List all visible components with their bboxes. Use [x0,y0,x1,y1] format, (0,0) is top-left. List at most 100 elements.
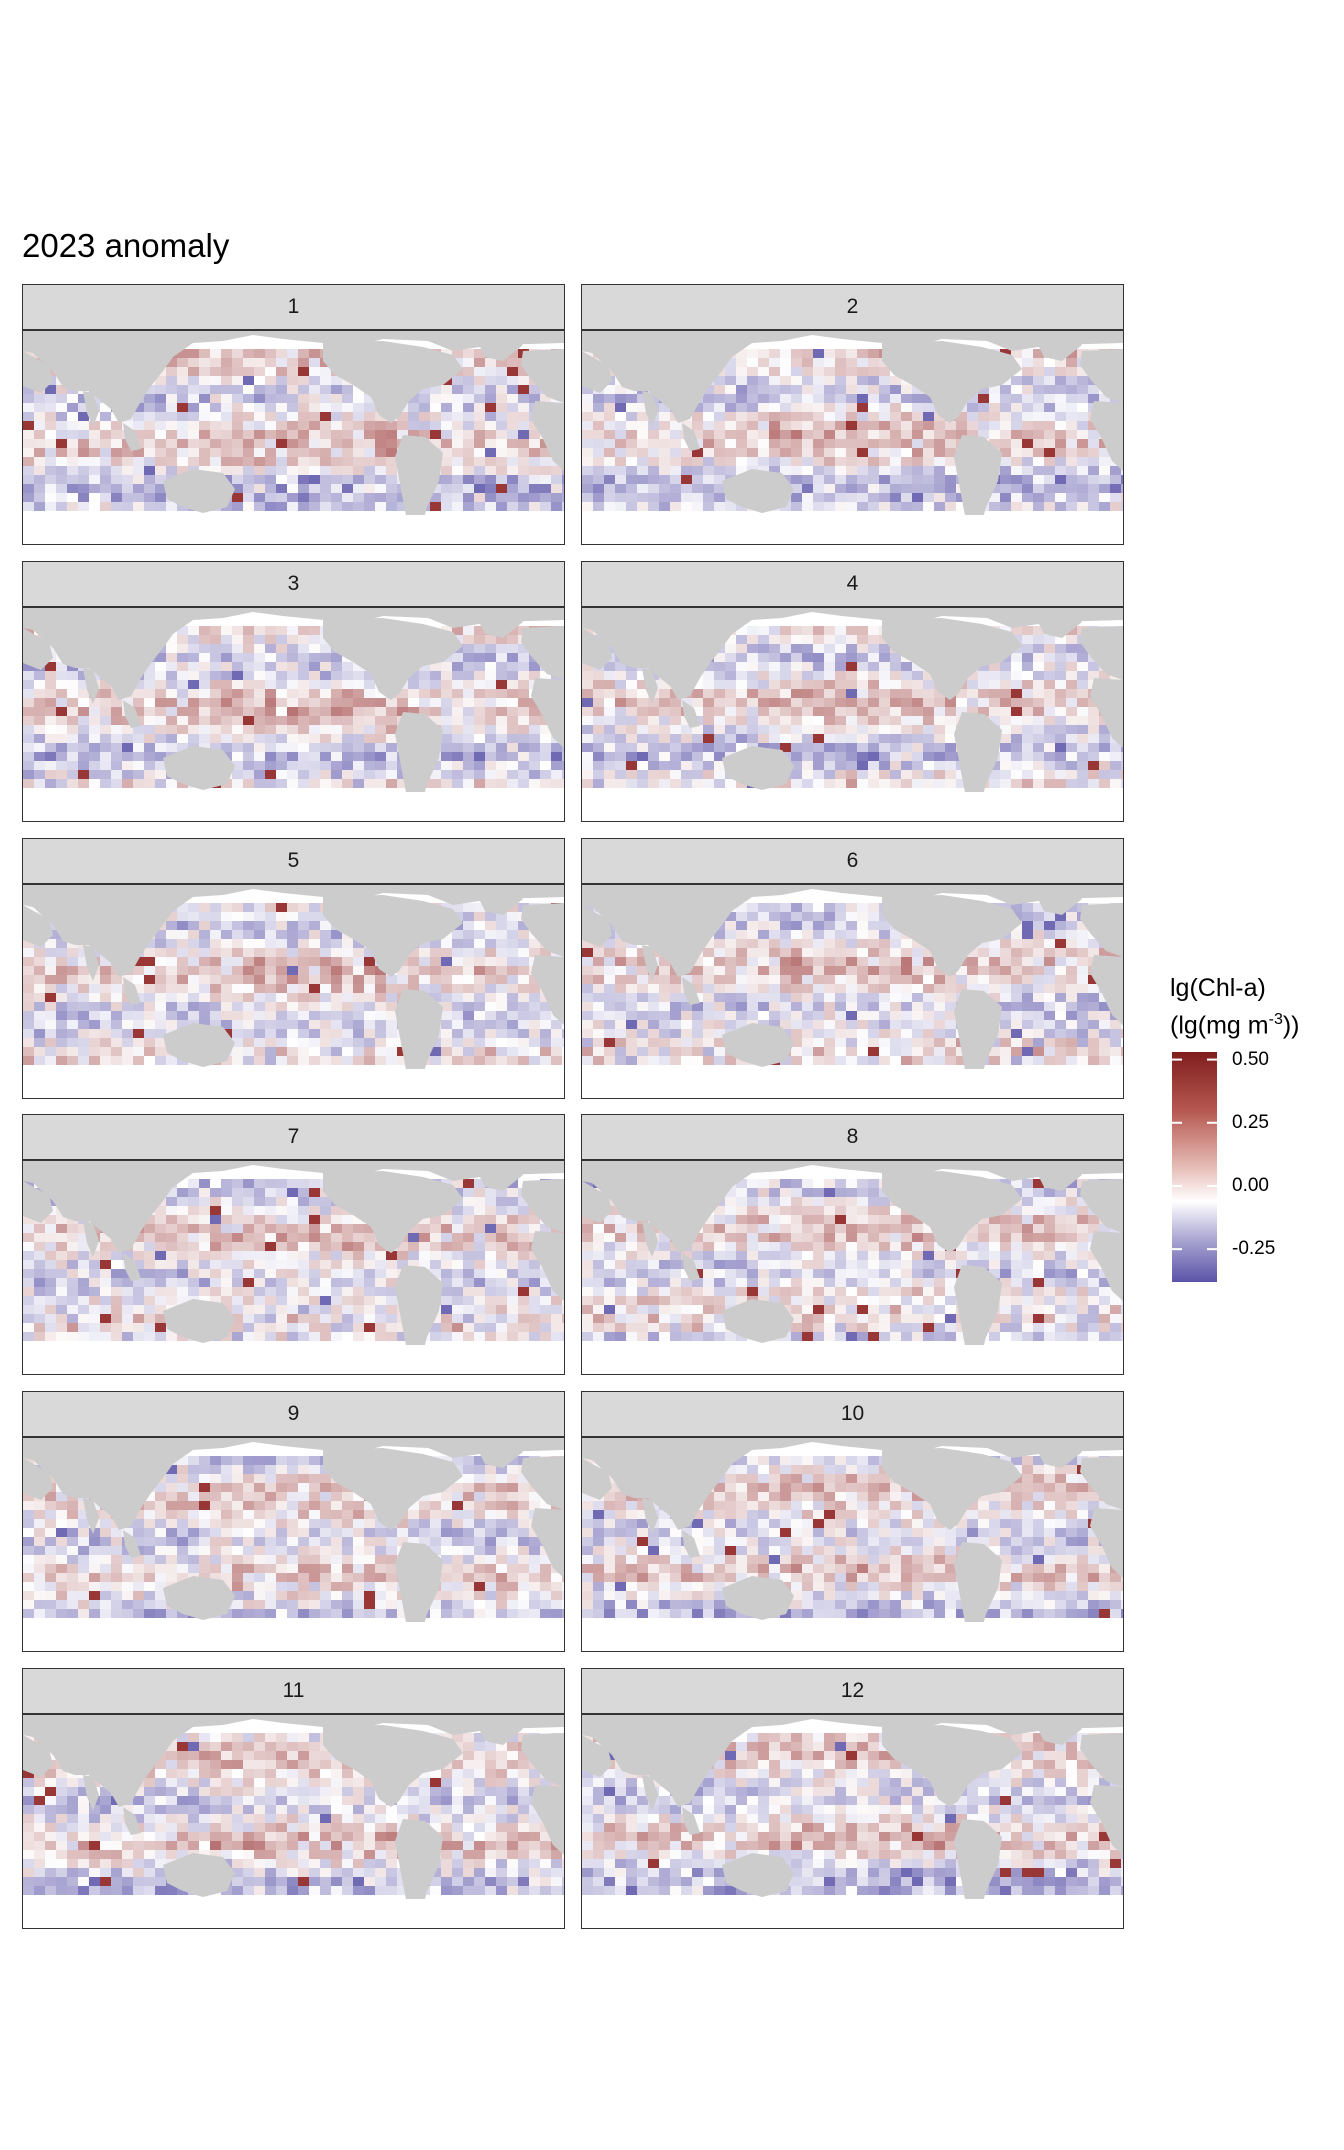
anomaly-cell [133,1038,144,1047]
anomaly-cell [287,912,298,921]
anomaly-cell [155,966,166,975]
anomaly-cell [890,779,901,788]
anomaly-cell [923,752,934,761]
anomaly-cell [758,448,769,457]
anomaly-cell [540,770,551,779]
anomaly-cell [604,466,615,475]
anomaly-cell [474,725,485,734]
anomaly-cell [474,457,485,466]
anomaly-cell [177,734,188,743]
anomaly-cell [1000,484,1011,493]
anomaly-cell [824,430,835,439]
anomaly-cell [956,770,967,779]
anomaly-cell [615,957,626,966]
anomaly-cell [89,1029,100,1038]
anomaly-cell [188,698,199,707]
anomaly-cell [1044,743,1055,752]
anomaly-cell [144,403,155,412]
anomaly-cell [879,430,890,439]
anomaly-cell [648,698,659,707]
anomaly-cell [199,734,210,743]
anomaly-cell [780,430,791,439]
anomaly-cell [111,493,122,502]
anomaly-cell [1055,743,1066,752]
anomaly-cell [452,457,463,466]
anomaly-cell [474,484,485,493]
anomaly-cell [1033,957,1044,966]
anomaly-cell [846,716,857,725]
anomaly-cell [166,779,177,788]
anomaly-cell [879,680,890,689]
anomaly-cell [23,716,34,725]
anomaly-cell [463,484,474,493]
anomaly-cell [934,466,945,475]
anomaly-cell [452,466,463,475]
anomaly-cell [626,957,637,966]
anomaly-cell [626,698,637,707]
anomaly-cell [342,680,353,689]
anomaly-cell [593,779,604,788]
anomaly-cell [507,358,518,367]
anomaly-cell [463,1038,474,1047]
anomaly-cell [133,421,144,430]
anomaly-cell [824,903,835,912]
land-polygon [83,391,99,427]
anomaly-cell [485,457,496,466]
anomaly-cell [298,1056,309,1065]
anomaly-cell [452,671,463,680]
anomaly-cell [34,743,45,752]
anomaly-cell [100,743,111,752]
anomaly-cell [582,484,593,493]
anomaly-cell [868,680,879,689]
anomaly-cell [802,653,813,662]
anomaly-cell [232,430,243,439]
anomaly-cell [582,743,593,752]
anomaly-cell [681,448,692,457]
anomaly-cell [791,698,802,707]
anomaly-cell [540,475,551,484]
anomaly-cell [45,662,56,671]
anomaly-cell [89,752,100,761]
anomaly-cell [496,930,507,939]
anomaly-cell [45,975,56,984]
anomaly-cell [386,457,397,466]
anomaly-cell [100,993,111,1002]
anomaly-cell [485,1047,496,1056]
anomaly-cell [604,948,615,957]
anomaly-cell [199,903,210,912]
anomaly-cell [1088,707,1099,716]
anomaly-cell [166,1020,177,1029]
anomaly-cell [507,743,518,752]
anomaly-cell [562,484,564,493]
anomaly-cell [791,716,802,725]
anomaly-cell [529,484,540,493]
anomaly-cell [551,1047,562,1056]
anomaly-cell [1011,698,1022,707]
anomaly-cell [23,1029,34,1038]
anomaly-cell [265,734,276,743]
land-polygon [23,885,564,977]
anomaly-cell [835,948,846,957]
anomaly-cell [692,680,703,689]
anomaly-cell [989,412,1000,421]
anomaly-cell [1055,939,1066,948]
anomaly-cell [1011,761,1022,770]
anomaly-cell [824,912,835,921]
anomaly-cell [670,734,681,743]
anomaly-cell [846,475,857,484]
anomaly-cell [648,975,659,984]
anomaly-cell [934,493,945,502]
anomaly-cell [747,349,758,358]
anomaly-cell [714,502,725,511]
anomaly-cell [100,734,111,743]
anomaly-cell [265,716,276,725]
anomaly-cell [890,439,901,448]
anomaly-cell [122,421,133,430]
anomaly-cell [353,484,364,493]
anomaly-cell [474,743,485,752]
anomaly-cell [320,367,331,376]
anomaly-cell [320,957,331,966]
anomaly-cell [1044,421,1055,430]
anomaly-cell [221,921,232,930]
anomaly-cell [835,349,846,358]
